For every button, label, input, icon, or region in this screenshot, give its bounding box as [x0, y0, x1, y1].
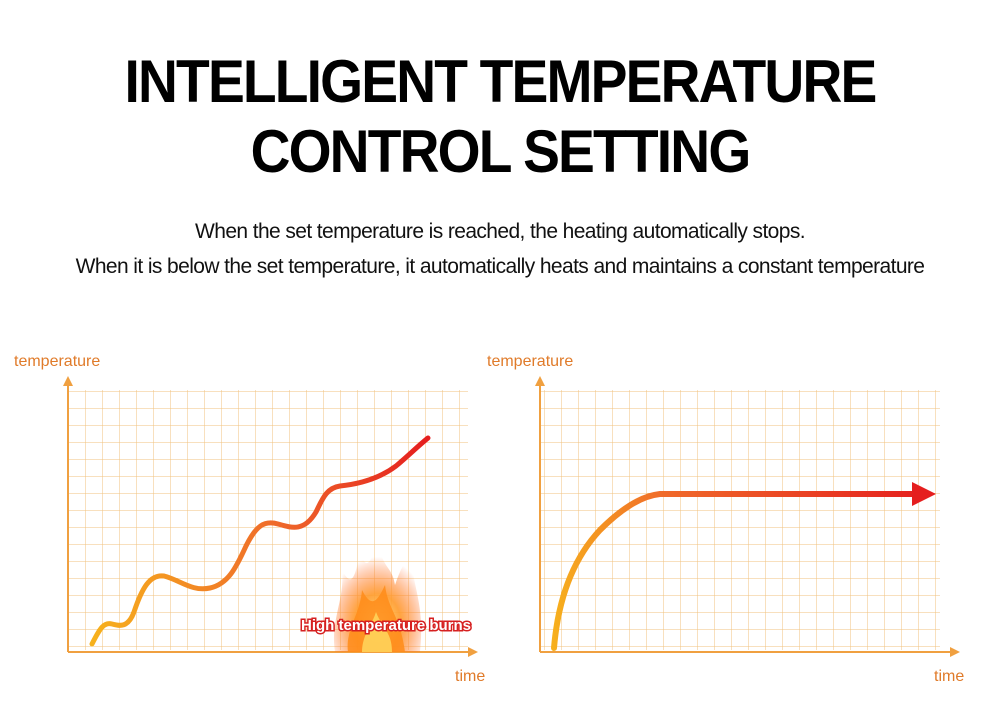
left-x-axis-arrow-icon [468, 647, 478, 657]
right-temperature-curve [551, 491, 919, 651]
right-x-axis-label: time [934, 668, 964, 685]
right-y-axis-label: temperature [487, 353, 573, 370]
left-diagram: temperature time High temperature burns [14, 353, 485, 685]
high-temperature-annotation: High temperature burns [301, 617, 471, 634]
subtitle-line-1: When the set temperature is reached, the… [195, 220, 806, 243]
left-temperature-curve [89, 435, 431, 647]
subtitle-line-2: When it is below the set temperature, it… [75, 255, 925, 278]
right-x-axis-arrow-icon [950, 647, 960, 657]
fire-icon [333, 540, 422, 652]
right-y-axis-arrow-icon [535, 376, 545, 386]
left-x-axis-label: time [455, 668, 485, 685]
arrow-right-icon [912, 482, 936, 506]
right-grid [540, 390, 940, 650]
left-y-axis-arrow-icon [63, 376, 73, 386]
left-y-axis-label: temperature [14, 353, 100, 370]
page-title-line-1: INTELLIGENT TEMPERATURE [124, 48, 878, 115]
page-title-line-2: CONTROL SETTING [250, 118, 752, 185]
right-diagram: temperature time [487, 353, 964, 685]
